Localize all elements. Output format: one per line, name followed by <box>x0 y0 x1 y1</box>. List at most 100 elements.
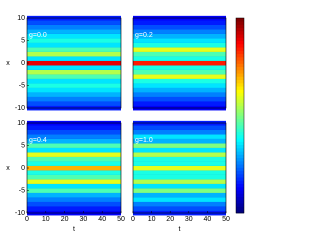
colorbar-cell <box>236 31 244 35</box>
colorbar-cell <box>236 83 244 87</box>
colorbar-cell <box>236 105 244 110</box>
x-tick-label: 50 <box>117 216 125 223</box>
x-tick-label: 30 <box>185 216 193 223</box>
colorbar-cell <box>236 102 244 107</box>
heat-stripe <box>27 69 121 75</box>
heat-stripe <box>133 206 226 211</box>
heat-stripe <box>133 183 226 189</box>
colorbar-cell <box>236 40 244 45</box>
colorbar-cell <box>236 122 244 126</box>
x-tick-label: 30 <box>80 216 88 223</box>
colorbar-cell <box>236 70 244 74</box>
colorbar-cell <box>236 138 244 142</box>
heat-stripe <box>27 201 121 207</box>
heat-stripe <box>133 165 226 171</box>
colorbar-cell <box>236 24 244 29</box>
colorbar-cell <box>236 53 244 58</box>
colorbar-cell <box>236 151 244 155</box>
heat-stripe <box>27 20 121 25</box>
colorbar-cell <box>236 131 244 136</box>
colorbar-cell <box>236 44 244 48</box>
x-tick-label: 10 <box>42 216 50 223</box>
heat-stripe <box>27 51 121 57</box>
colorbar-cell <box>236 76 244 81</box>
heat-stripe <box>133 188 226 193</box>
colorbar-cell <box>236 170 244 175</box>
colorbar-cell <box>236 144 244 149</box>
colorbar-cell <box>236 21 244 25</box>
heat-stripe <box>133 174 226 180</box>
heat-stripe <box>27 165 121 171</box>
heat-stripe <box>133 96 226 102</box>
colorbar-cell <box>236 79 244 84</box>
x-tick-label: 0 <box>25 216 29 223</box>
x-tick-label: 0 <box>131 216 135 223</box>
heat-stripe <box>27 183 121 189</box>
heat-stripe <box>133 38 226 43</box>
heat-stripe <box>27 138 121 144</box>
y-tick-label: 5 <box>21 37 25 44</box>
colorbar-cell <box>236 187 244 191</box>
y-tick-label: -5 <box>19 187 25 194</box>
colorbar-cell <box>236 164 244 168</box>
heat-stripe <box>27 197 121 202</box>
colorbar-cell <box>236 60 244 64</box>
heat-stripe <box>27 147 121 153</box>
heat-stripe <box>27 143 121 148</box>
heat-stripe <box>27 188 121 193</box>
colorbar-cell <box>236 161 244 165</box>
x-tick-label: 20 <box>61 216 69 223</box>
x-axis-label: t <box>179 226 181 233</box>
heat-stripe <box>27 206 121 211</box>
colorbar-cell <box>236 141 244 146</box>
heat-stripe <box>27 96 121 102</box>
y-tick-label: 10 <box>17 15 25 22</box>
colorbar-cell <box>236 128 244 133</box>
y-tick-label: -10 <box>15 210 25 217</box>
heat-stripe <box>27 33 121 39</box>
panel-frame <box>132 122 227 214</box>
heat-stripe <box>133 56 226 61</box>
heat-stripe <box>27 83 121 88</box>
colorbar-cell <box>236 148 244 152</box>
x-tick-label: 20 <box>166 216 174 223</box>
heat-stripe <box>133 24 226 30</box>
colorbar-cell <box>236 135 244 139</box>
colorbar-cell <box>236 34 244 38</box>
y-tick-label: 0 <box>21 60 25 67</box>
panel-frame <box>132 17 227 109</box>
heat-stripe <box>27 24 121 30</box>
heat-stripe <box>27 134 121 139</box>
heat-stripe <box>133 152 226 157</box>
heat-stripe <box>133 33 226 39</box>
y-tick-label: -5 <box>19 82 25 89</box>
colorbar-cell <box>236 86 244 90</box>
heat-stripe <box>27 156 121 162</box>
heat-stripe <box>133 83 226 88</box>
colorbar-frame <box>235 17 245 214</box>
y-tick-label: 5 <box>21 142 25 149</box>
heat-stripe <box>27 29 121 34</box>
heat-stripe <box>27 60 121 66</box>
colorbar-cell <box>236 63 244 68</box>
colorbar-cell <box>236 154 244 159</box>
heat-stripe <box>27 161 121 166</box>
heat-stripe <box>27 38 121 43</box>
colorbar-cell <box>236 96 244 100</box>
y-axis-label: x <box>6 165 10 172</box>
colorbar-cell <box>236 180 244 185</box>
y-tick-label: 0 <box>21 165 25 172</box>
colorbar-cell <box>236 174 244 178</box>
colorbar-cell <box>236 167 244 172</box>
heat-stripe <box>27 74 121 79</box>
heat-stripe <box>133 92 226 97</box>
colorbar-cell <box>236 118 244 123</box>
panel-annotation: g=1.0 <box>135 137 153 144</box>
heat-stripe <box>27 174 121 180</box>
heat-stripe <box>133 161 226 166</box>
heat-stripe <box>133 134 226 139</box>
x-tick-label: 10 <box>148 216 156 223</box>
colorbar-cell <box>236 125 244 129</box>
heat-stripe <box>133 65 226 70</box>
x-tick-label: 50 <box>222 216 230 223</box>
